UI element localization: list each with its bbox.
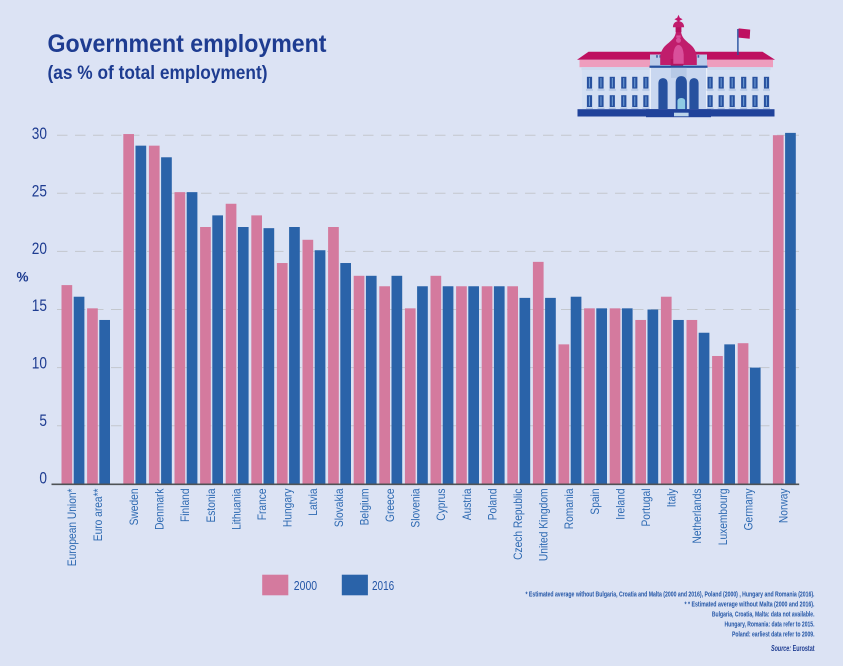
- svg-text:Netherlands: Netherlands: [690, 489, 704, 544]
- svg-text:* Estimated average without Bu: * Estimated average without Bulgaria, Cr…: [526, 589, 815, 598]
- svg-text:%: %: [17, 270, 29, 285]
- svg-text:15: 15: [32, 297, 47, 315]
- svg-text:(as % of total employment): (as % of total employment): [48, 63, 268, 84]
- svg-text:Slovenia: Slovenia: [409, 488, 423, 527]
- svg-text:Finland: Finland: [178, 489, 192, 523]
- svg-text:Austria: Austria: [460, 488, 474, 520]
- svg-text:Estonia: Estonia: [204, 488, 218, 522]
- svg-text:Government employment: Government employment: [48, 30, 328, 58]
- svg-text:Spain: Spain: [588, 489, 602, 515]
- svg-text:Ireland: Ireland: [613, 489, 627, 520]
- svg-text:Poland: Poland: [485, 489, 499, 521]
- svg-text:2016: 2016: [372, 578, 394, 593]
- svg-text:European Union*: European Union*: [65, 488, 79, 566]
- svg-text:20: 20: [32, 240, 47, 258]
- svg-text:Belgium: Belgium: [357, 489, 371, 526]
- svg-text:Sweden: Sweden: [127, 489, 141, 526]
- svg-text:25: 25: [32, 182, 47, 200]
- svg-text:5: 5: [39, 412, 47, 430]
- svg-text:Slovakia: Slovakia: [332, 488, 346, 527]
- svg-text:Hungary, Romania: data refer t: Hungary, Romania: data refer to 2015.: [725, 620, 815, 629]
- svg-text:Cyprus: Cyprus: [434, 489, 448, 521]
- svg-text:United Kingdom: United Kingdom: [537, 489, 551, 562]
- svg-text:0: 0: [39, 470, 47, 488]
- svg-text:Hungary: Hungary: [281, 489, 295, 528]
- svg-text:Romania: Romania: [562, 488, 576, 529]
- svg-text:2000: 2000: [294, 578, 317, 593]
- svg-text:Poland: earliest data refer to: Poland: earliest data refer to 2009.: [732, 630, 815, 639]
- svg-text:Czech Republic: Czech Republic: [511, 489, 525, 560]
- svg-text:Lithuania: Lithuania: [229, 488, 243, 530]
- svg-text:Luxembourg: Luxembourg: [716, 489, 730, 546]
- svg-text:Latvia: Latvia: [306, 488, 320, 515]
- svg-text:Euro area**: Euro area**: [91, 488, 105, 541]
- svg-text:30: 30: [32, 125, 47, 143]
- svg-text:Germany: Germany: [741, 489, 755, 531]
- svg-text:Source: Eurostat: Source: Eurostat: [771, 643, 815, 653]
- svg-text:Denmark: Denmark: [153, 488, 167, 530]
- svg-text:10: 10: [32, 355, 47, 373]
- svg-text:* * Estimated average without: * * Estimated average without Malta (200…: [685, 599, 815, 608]
- svg-text:Norway: Norway: [777, 489, 791, 524]
- svg-text:France: France: [255, 488, 269, 520]
- svg-text:Greece: Greece: [383, 488, 397, 522]
- svg-text:Bulgaria, Croatia, Malta: data: Bulgaria, Croatia, Malta: data not avail…: [712, 610, 815, 619]
- svg-text:Italy: Italy: [665, 489, 679, 508]
- svg-text:Portugal: Portugal: [639, 489, 653, 527]
